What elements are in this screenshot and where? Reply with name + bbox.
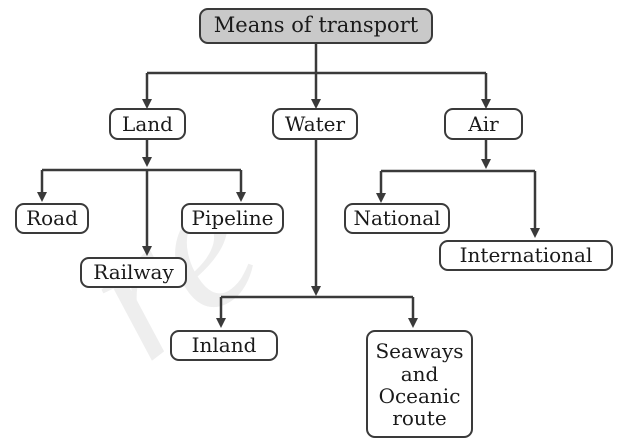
node-railway: Railway <box>80 257 187 288</box>
node-water: Water <box>272 108 358 140</box>
node-international: International <box>439 240 613 271</box>
node-inland: Inland <box>170 330 278 361</box>
node-seaways-and-oceanic-route: Seaways and Oceanic route <box>366 330 473 438</box>
node-air: Air <box>444 108 523 140</box>
node-national: National <box>344 203 450 234</box>
node-land: Land <box>109 108 186 140</box>
node-means-of-transport: Means of transport <box>199 8 433 44</box>
node-pipeline: Pipeline <box>181 203 284 234</box>
node-road: Road <box>15 203 89 234</box>
